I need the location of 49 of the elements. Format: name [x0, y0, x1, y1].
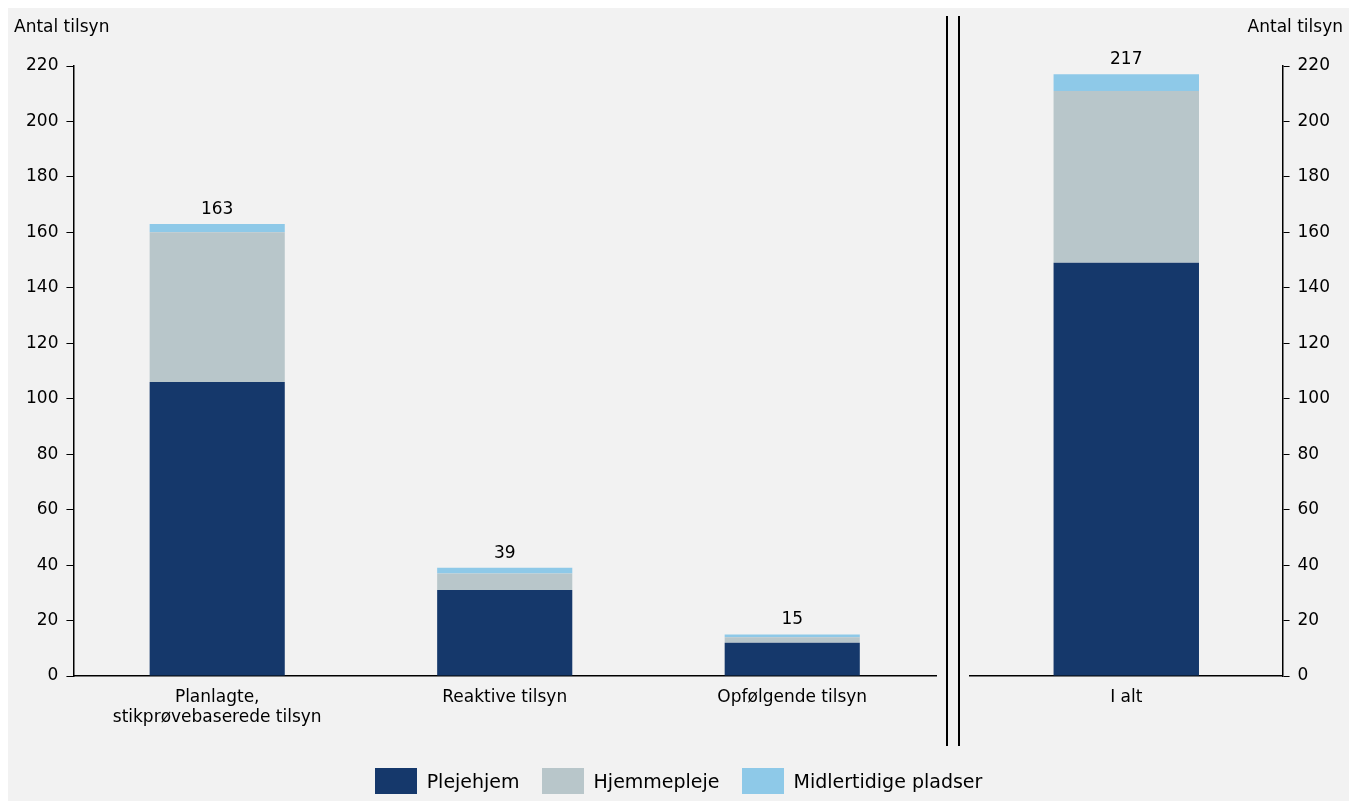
y-tick-label: 20	[36, 608, 59, 629]
y-tick-label: 160	[25, 220, 59, 241]
x-tick-label: Opfølgende tilsyn	[717, 685, 868, 706]
y-tick-label: 0	[47, 664, 59, 685]
y2-tick-label: 160	[1297, 220, 1331, 241]
y2-tick-label: 140	[1297, 276, 1331, 297]
bar	[149, 232, 285, 383]
y-tick-label: 40	[36, 553, 59, 574]
x-tick-label: I alt	[1110, 685, 1143, 706]
y2-tick-label: 60	[1297, 498, 1320, 519]
legend-label: Hjemmepleje	[593, 770, 720, 792]
bar	[1053, 74, 1199, 91]
y-tick-label: 180	[25, 165, 59, 186]
total-label: 39	[493, 541, 516, 562]
y-tick-label: 200	[25, 109, 59, 130]
y2-tick-label: 120	[1297, 331, 1331, 352]
bar	[724, 642, 860, 676]
y-tick-label: 80	[36, 442, 59, 463]
bar	[437, 573, 573, 591]
y2-tick-label: 20	[1297, 608, 1320, 629]
y-tick-label: 100	[25, 387, 59, 408]
bar	[724, 637, 860, 643]
legend-label: Plejehjem	[426, 770, 520, 792]
y2-tick-label: 180	[1297, 165, 1331, 186]
y2-tick-label: 200	[1297, 109, 1331, 130]
y2-tick-label: 80	[1297, 442, 1320, 463]
bar	[437, 567, 573, 574]
y-axis-title: Antal tilsyn	[14, 16, 110, 36]
x-tick-label: Planlagte, stikprøvebaserede tilsyn	[112, 685, 322, 727]
bar	[149, 382, 285, 676]
y-tick-label: 60	[36, 498, 59, 519]
bar	[724, 634, 860, 638]
x-tick-label: Reaktive tilsyn	[442, 685, 568, 706]
y2-axis-title: Antal tilsyn	[1247, 16, 1343, 36]
bar	[437, 590, 573, 676]
bar	[1053, 262, 1199, 676]
total-label: 163	[200, 197, 234, 218]
legend-label: Midlertidige pladser	[793, 770, 983, 792]
y2-tick-label: 220	[1297, 54, 1331, 75]
bar	[149, 224, 285, 233]
total-label: 217	[1110, 48, 1143, 69]
y-tick-label: 140	[25, 276, 59, 297]
y2-tick-label: 0	[1297, 664, 1309, 685]
y2-tick-label: 100	[1297, 387, 1331, 408]
y-tick-label: 220	[25, 54, 59, 75]
y2-tick-label: 40	[1297, 553, 1320, 574]
total-label: 15	[781, 608, 804, 629]
y-tick-label: 120	[25, 331, 59, 352]
bar	[1053, 90, 1199, 263]
